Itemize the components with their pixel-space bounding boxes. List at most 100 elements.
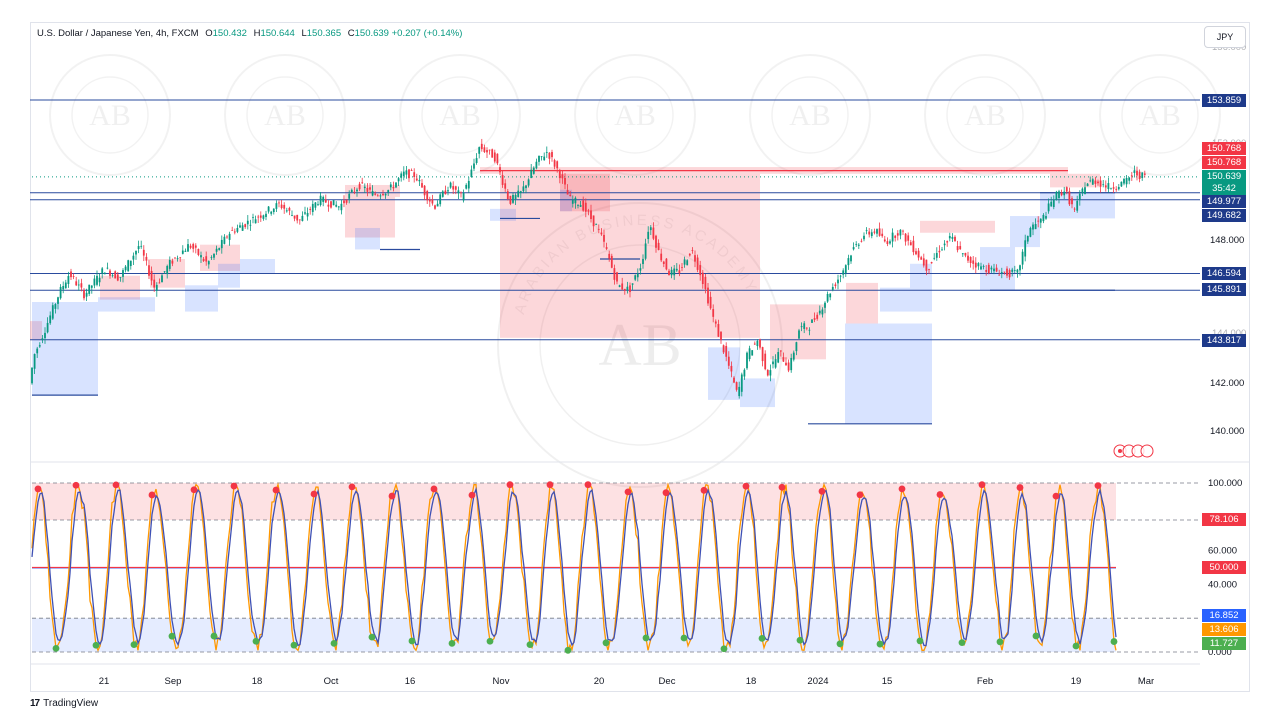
candle-body bbox=[486, 150, 488, 153]
candle-body bbox=[969, 257, 972, 263]
tradingview-logo[interactable]: 17 TradingView bbox=[30, 698, 98, 709]
candle-body bbox=[46, 322, 49, 333]
candle-body bbox=[215, 248, 218, 252]
candle-body bbox=[935, 252, 938, 258]
oversold-signal-dot bbox=[796, 636, 804, 644]
candle-body bbox=[213, 253, 215, 258]
symbol-title: U.S. Dollar / Japanese Yen, 4h, FXCM bbox=[37, 28, 199, 39]
candle-body bbox=[272, 208, 275, 213]
time-tick-label: Dec bbox=[659, 676, 676, 687]
watermark-seal bbox=[224, 54, 346, 176]
candle-body bbox=[501, 175, 504, 185]
candle-body bbox=[613, 268, 616, 280]
candle-body bbox=[798, 330, 800, 339]
candle-body bbox=[886, 241, 889, 245]
candle-body bbox=[881, 233, 884, 237]
key-levels bbox=[30, 99, 1200, 341]
watermark-seal bbox=[924, 54, 1046, 176]
candle-body bbox=[408, 169, 410, 179]
candle-body bbox=[88, 284, 91, 294]
low-value: 150.365 bbox=[306, 28, 342, 39]
watermark-seal bbox=[49, 54, 171, 176]
candle-body bbox=[1026, 236, 1029, 242]
candle-body bbox=[512, 194, 514, 203]
candle-body bbox=[839, 275, 842, 277]
candle-body bbox=[727, 356, 730, 366]
overbought-signal-dot bbox=[348, 483, 356, 491]
oversold-signal-dot bbox=[168, 632, 176, 640]
oversold-signal-dot bbox=[330, 639, 338, 647]
watermark-seal bbox=[1099, 54, 1221, 176]
candle-body bbox=[478, 147, 481, 154]
oversold-signal-dot bbox=[602, 639, 610, 647]
candle-body bbox=[171, 260, 174, 264]
candle-body bbox=[267, 206, 270, 212]
candle-body bbox=[662, 261, 665, 264]
candle-body bbox=[389, 184, 392, 188]
candle-body bbox=[753, 343, 756, 345]
price-badge-150-768-b: 150.768 bbox=[1202, 156, 1246, 169]
candle-body bbox=[252, 217, 254, 218]
candle-body bbox=[579, 205, 582, 207]
candle-body bbox=[1029, 227, 1032, 237]
candle-body bbox=[330, 201, 332, 208]
candle-body bbox=[582, 200, 585, 211]
candle-body bbox=[803, 323, 806, 329]
candle-body bbox=[899, 229, 902, 236]
candles bbox=[31, 138, 1146, 399]
watermark-seal-inner bbox=[246, 76, 324, 154]
candle-body bbox=[717, 324, 720, 337]
time-tick-label: 18 bbox=[746, 676, 757, 687]
watermark-seal bbox=[574, 54, 696, 176]
candle-body bbox=[761, 347, 764, 362]
candle-body bbox=[184, 250, 187, 252]
oversold-signal-dot bbox=[130, 641, 138, 648]
oversold-signal-dot bbox=[680, 634, 688, 642]
overbought-signal-dot bbox=[1052, 492, 1060, 500]
candle-body bbox=[725, 345, 728, 357]
price-badge-149-682: 149.682 bbox=[1202, 209, 1246, 222]
stoch-tick-label: 40.000 bbox=[1208, 579, 1237, 590]
candle-body bbox=[772, 361, 774, 365]
candle-body bbox=[41, 338, 44, 341]
high-value: 150.644 bbox=[260, 28, 295, 39]
candle-body bbox=[493, 152, 496, 162]
candle-body bbox=[699, 265, 702, 276]
candle-body bbox=[941, 249, 943, 251]
candle-body bbox=[283, 204, 286, 209]
candle-body bbox=[434, 205, 436, 209]
candle-body bbox=[116, 274, 119, 281]
candle-body bbox=[153, 279, 156, 288]
overbought-signal-dot bbox=[506, 481, 514, 489]
candle-body bbox=[1143, 173, 1146, 175]
candle-body bbox=[337, 206, 340, 208]
candle-body bbox=[1120, 181, 1123, 187]
close-value: 150.639 bbox=[354, 28, 389, 39]
zone-red-7 bbox=[920, 220, 995, 233]
candle-body bbox=[470, 169, 473, 177]
candle-body bbox=[158, 282, 161, 284]
candle-body bbox=[1089, 180, 1092, 182]
candle-body bbox=[343, 200, 345, 204]
candle-body bbox=[83, 290, 85, 299]
candle-body bbox=[701, 272, 704, 285]
candle-body bbox=[974, 262, 977, 268]
zone-blue-21 bbox=[845, 323, 932, 424]
overbought-signal-dot bbox=[468, 491, 476, 499]
candle-body bbox=[951, 236, 954, 239]
candle-body bbox=[1003, 271, 1006, 273]
candle-body bbox=[668, 270, 670, 276]
candle-body bbox=[1102, 184, 1105, 186]
currency-button[interactable]: JPY bbox=[1204, 26, 1246, 48]
candle-body bbox=[384, 193, 387, 196]
candle-body bbox=[647, 231, 650, 240]
candle-body bbox=[891, 232, 894, 242]
candle-body bbox=[392, 187, 395, 189]
candle-body bbox=[449, 182, 452, 188]
candle-body bbox=[577, 205, 579, 206]
candle-body bbox=[262, 215, 265, 219]
candle-body bbox=[896, 233, 899, 236]
candle-body bbox=[642, 258, 644, 265]
watermark-text: AB bbox=[964, 99, 1006, 132]
